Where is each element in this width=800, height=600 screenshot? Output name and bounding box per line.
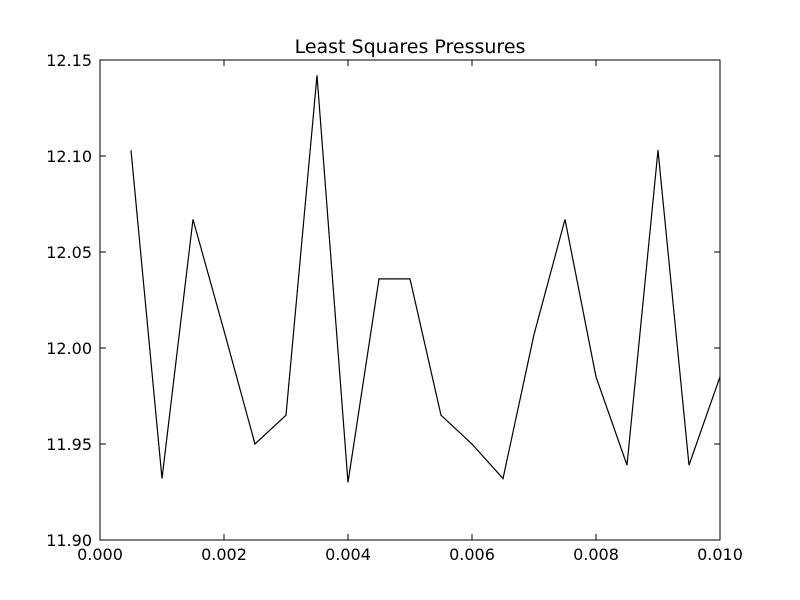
data-point (223, 330, 224, 331)
data-point (409, 278, 410, 279)
data-point (471, 443, 472, 444)
data-point (378, 278, 379, 279)
data-point (254, 443, 255, 444)
y-tick-label: 12.00 (46, 339, 92, 358)
x-axis: 0.000 0.002 0.004 0.006 0.008 0.010 (77, 60, 743, 564)
data-point (192, 219, 193, 220)
y-tick-label: 12.15 (46, 51, 92, 70)
data-point (502, 478, 503, 479)
series-line-0 (130, 75, 721, 483)
data-point (440, 415, 441, 416)
data-point (688, 465, 689, 466)
x-tick-label: 0.006 (449, 545, 495, 564)
data-point (347, 482, 348, 483)
data-point (285, 415, 286, 416)
data-point (657, 150, 658, 151)
data-point (533, 334, 534, 335)
x-tick-label: 0.010 (697, 545, 743, 564)
chart-title: Least Squares Pressures (295, 36, 526, 58)
plot-frame (99, 59, 721, 541)
data-point (719, 376, 720, 377)
data-point (595, 376, 596, 377)
data-point (130, 150, 131, 151)
y-axis: 11.90 11.95 12.00 12.05 12.10 12.15 (46, 51, 720, 550)
y-tick-label: 11.95 (46, 435, 92, 454)
y-tick-label: 12.05 (46, 243, 92, 262)
series-layer (130, 75, 721, 483)
data-point (316, 75, 317, 76)
y-tick-label: 11.90 (46, 531, 92, 550)
x-tick-label: 0.008 (573, 545, 619, 564)
x-tick-label: 0.004 (325, 545, 371, 564)
data-point (564, 219, 565, 220)
data-point (626, 465, 627, 466)
y-tick-label: 12.10 (46, 147, 92, 166)
data-point (161, 478, 162, 479)
x-tick-label: 0.000 (77, 545, 123, 564)
x-tick-label: 0.002 (201, 545, 247, 564)
